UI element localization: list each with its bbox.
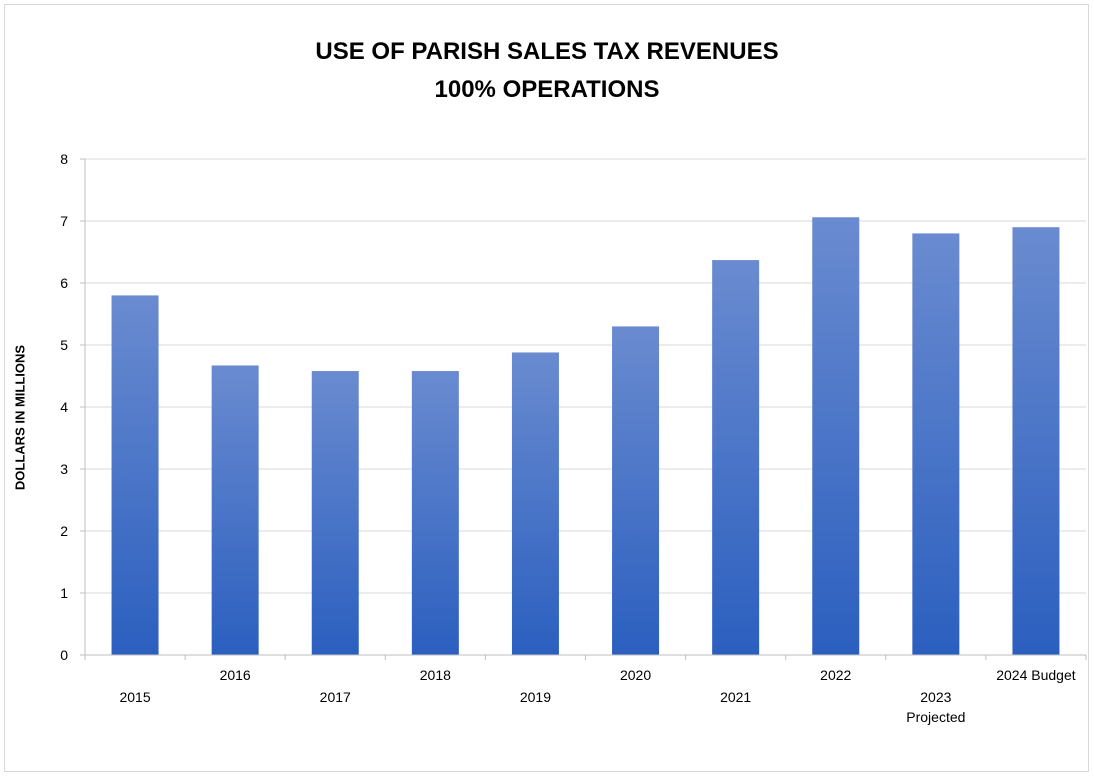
y-tick-label: 5 bbox=[60, 337, 68, 353]
x-tick-label: 2024 Budget bbox=[996, 667, 1076, 683]
y-tick-label: 3 bbox=[60, 461, 68, 477]
y-tick-labels: 0 1 2 3 4 5 6 7 8 bbox=[60, 151, 68, 663]
x-tick-label: 2018 bbox=[420, 667, 451, 683]
y-tick-label: 0 bbox=[60, 647, 68, 663]
bar bbox=[612, 326, 660, 655]
bar bbox=[111, 295, 159, 655]
bar bbox=[411, 371, 459, 655]
bar bbox=[712, 260, 760, 655]
bar bbox=[211, 365, 259, 655]
y-tick-label: 8 bbox=[60, 151, 68, 167]
y-tick-label: 4 bbox=[60, 399, 68, 415]
x-tick-label: 2015 bbox=[119, 689, 150, 705]
bars bbox=[111, 217, 1060, 655]
x-tick-label: 2020 bbox=[620, 667, 651, 683]
x-tick-label: 2016 bbox=[220, 667, 251, 683]
y-tick-label: 7 bbox=[60, 213, 68, 229]
bar bbox=[511, 352, 559, 655]
chart-title: USE OF PARISH SALES TAX REVENUES bbox=[315, 38, 779, 65]
y-tick-label: 1 bbox=[60, 585, 68, 601]
x-tick-label: 2023 Projected bbox=[906, 689, 965, 725]
axes bbox=[80, 158, 1087, 660]
bar bbox=[812, 217, 860, 655]
x-tick-label: 2017 bbox=[320, 689, 351, 705]
y-tick-label: 2 bbox=[60, 523, 68, 539]
x-tick-label: 2019 bbox=[520, 689, 551, 705]
x-tick-label: 2022 bbox=[820, 667, 851, 683]
x-tick-labels: 2015 2016 2017 2018 2019 2020 2021 2022 2023 Proj… bbox=[119, 667, 1075, 725]
bar bbox=[311, 371, 359, 655]
x-tick-label: 2021 bbox=[720, 689, 751, 705]
bar bbox=[912, 233, 960, 655]
bar bbox=[1012, 227, 1060, 655]
y-tick-label: 6 bbox=[60, 275, 68, 291]
chart-subtitle: 100% OPERATIONS bbox=[434, 76, 660, 103]
